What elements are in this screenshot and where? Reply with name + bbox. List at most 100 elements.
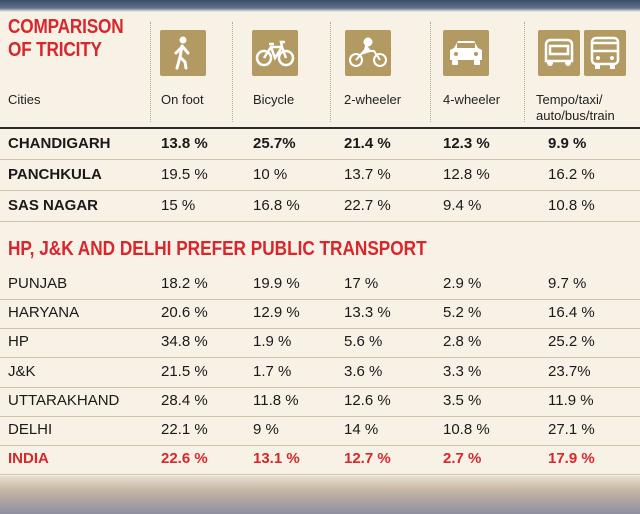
table-row: SAS NAGAR 15 % 16.8 % 22.7 % 9.4 % 10.8 %: [0, 191, 640, 221]
cell-on-foot: 28.4 %: [161, 391, 208, 409]
row-divider: [0, 357, 640, 359]
page-title: COMPARISON OF TRICITY: [8, 16, 124, 61]
cell-public-transport: 27.1 %: [548, 421, 595, 438]
bus-icon: [584, 30, 626, 76]
table-row: UTTARAKHAND 28.4 % 11.8 % 12.6 % 3.5 % 11.9 %: [0, 386, 640, 416]
table-row: J&K 21.5 % 1.7 % 3.6 % 3.3 % 23.7%: [0, 357, 640, 387]
row-divider: [0, 159, 640, 160]
cell-public-transport: 9.7 %: [548, 275, 587, 292]
cell-bicycle: 11.8 %: [253, 391, 299, 409]
cell-two-wheeler: 14 %: [344, 421, 379, 438]
column-header-two-wheeler: 2-wheeler: [344, 92, 402, 107]
bicycle-icon: [252, 30, 298, 76]
cell-city: J&K: [8, 362, 36, 380]
cell-on-foot: 13.8 %: [161, 135, 208, 152]
cell-four-wheeler: 3.5 %: [443, 391, 482, 409]
cell-two-wheeler: 12.7 %: [344, 450, 391, 468]
header-divider: [430, 22, 431, 122]
cell-on-foot: 22.6 %: [161, 450, 208, 468]
table-row: DELHI 22.1 % 9 % 14 % 10.8 % 27.1 %: [0, 415, 640, 445]
section-title-public-transport: HP, J&K AND DELHI PREFER PUBLIC TRANSPOR…: [8, 238, 427, 260]
column-header-cities: Cities: [8, 92, 41, 107]
cell-city: INDIA: [8, 450, 49, 468]
cell-public-transport: 9.9 %: [548, 135, 587, 152]
cell-city: HARYANA: [8, 304, 80, 322]
cell-four-wheeler: 12.8 %: [443, 166, 490, 183]
cell-two-wheeler: 5.6 %: [344, 333, 383, 351]
cell-four-wheeler: 12.3 %: [443, 135, 490, 152]
motorcycle-icon: [345, 30, 391, 76]
cell-bicycle: 1.9 %: [253, 333, 292, 351]
cell-bicycle: 25.7%: [253, 135, 296, 152]
cell-bicycle: 12.9 %: [253, 304, 300, 322]
row-divider: [0, 221, 640, 222]
cell-city: CHANDIGARH: [8, 135, 111, 152]
row-divider: [0, 299, 640, 300]
cell-public-transport: 17.9 %: [548, 450, 595, 468]
table-row: INDIA 22.6 % 13.1 % 12.7 % 2.7 % 17.9 %: [0, 444, 640, 474]
table-row: HARYANA 20.6 % 12.9 % 13.3 % 5.2 % 16.4 %: [0, 298, 640, 328]
cell-four-wheeler: 10.8 %: [443, 421, 490, 438]
cell-bicycle: 9 %: [253, 421, 279, 438]
cell-bicycle: 10 %: [253, 166, 288, 183]
cell-public-transport: 10.8 %: [548, 197, 595, 214]
cell-city: PUNJAB: [8, 275, 68, 292]
cell-city: PANCHKULA: [8, 166, 102, 183]
row-divider: [0, 445, 640, 446]
cell-two-wheeler: 22.7 %: [344, 197, 391, 214]
column-header-public-transport: Tempo/taxi/ auto/bus/train: [536, 92, 615, 123]
table-row: HP 34.8 % 1.9 % 5.6 % 2.8 % 25.2 %: [0, 327, 640, 357]
cell-four-wheeler: 5.2 %: [443, 304, 482, 322]
row-divider: [0, 328, 640, 330]
cell-public-transport: 16.4 %: [548, 304, 595, 322]
row-divider: [0, 474, 640, 476]
header-rule: [0, 127, 640, 129]
row-divider: [0, 190, 640, 191]
cell-two-wheeler: 12.6 %: [344, 391, 391, 409]
cell-on-foot: 34.8 %: [161, 333, 208, 351]
cell-on-foot: 20.6 %: [161, 304, 208, 322]
cell-four-wheeler: 2.7 %: [443, 450, 482, 468]
auto-rickshaw-icon: [538, 30, 580, 76]
table-row: PANCHKULA 19.5 % 10 % 13.7 % 12.8 % 16.2 %: [0, 160, 640, 190]
cell-bicycle: 1.7 %: [253, 362, 292, 380]
row-divider: [0, 386, 640, 388]
cell-four-wheeler: 9.4 %: [443, 197, 482, 214]
cell-public-transport: 16.2 %: [548, 166, 595, 183]
cell-two-wheeler: 3.6 %: [344, 362, 383, 380]
cell-two-wheeler: 13.3 %: [344, 304, 391, 322]
cell-on-foot: 15 %: [161, 197, 196, 214]
infographic-panel: [0, 14, 640, 476]
table-row: CHANDIGARH 13.8 % 25.7% 21.4 % 12.3 % 9.9 %: [0, 129, 640, 159]
cell-on-foot: 19.5 %: [161, 166, 208, 183]
cell-bicycle: 19.9 %: [253, 275, 300, 292]
row-divider: [0, 415, 640, 417]
table-row: PUNJAB 18.2 % 19.9 % 17 % 2.9 % 9.7 %: [0, 269, 640, 299]
car-icon: [443, 30, 489, 76]
cell-two-wheeler: 13.7 %: [344, 166, 391, 183]
cell-public-transport: 23.7%: [548, 362, 591, 380]
cell-two-wheeler: 17 %: [344, 275, 379, 292]
cell-four-wheeler: 2.8 %: [443, 333, 482, 351]
column-header-bicycle: Bicycle: [253, 92, 295, 107]
cell-bicycle: 16.8 %: [253, 197, 300, 214]
cell-on-foot: 21.5 %: [161, 362, 208, 380]
header-divider: [150, 22, 151, 122]
cell-on-foot: 18.2 %: [161, 275, 208, 292]
header-divider: [524, 22, 525, 122]
header-divider: [330, 22, 331, 122]
cell-bicycle: 13.1 %: [253, 450, 300, 468]
cell-on-foot: 22.1 %: [161, 421, 208, 438]
walking-person-icon: [160, 30, 206, 76]
cell-four-wheeler: 2.9 %: [443, 275, 482, 292]
column-header-four-wheeler: 4-wheeler: [443, 92, 501, 107]
cell-city: DELHI: [8, 421, 53, 438]
header-divider: [232, 22, 233, 122]
cell-public-transport: 11.9 %: [548, 391, 594, 409]
cell-city: HP: [8, 333, 29, 351]
column-header-on-foot: On foot: [161, 92, 204, 107]
cell-public-transport: 25.2 %: [548, 333, 595, 351]
public-transport-icons: [538, 30, 626, 76]
cell-city: UTTARAKHAND: [8, 391, 120, 409]
cell-two-wheeler: 21.4 %: [344, 135, 391, 152]
